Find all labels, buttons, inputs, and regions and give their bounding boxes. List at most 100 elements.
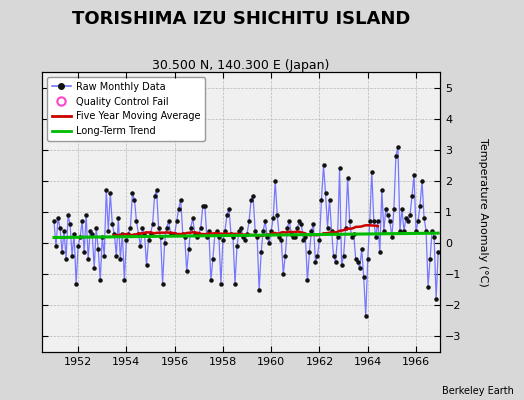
Point <box>247 196 255 203</box>
Point <box>237 224 245 231</box>
Point <box>225 206 233 212</box>
Point <box>209 256 217 262</box>
Point <box>381 206 390 212</box>
Point <box>150 193 159 200</box>
Point <box>343 174 352 181</box>
Point <box>168 230 177 237</box>
Point <box>330 252 338 259</box>
Point <box>364 256 372 262</box>
Point <box>275 234 283 240</box>
Point <box>422 228 430 234</box>
Point <box>213 228 221 234</box>
Point <box>92 224 101 231</box>
Point <box>134 230 143 237</box>
Point <box>74 243 82 250</box>
Point <box>229 234 237 240</box>
Point <box>136 243 145 250</box>
Point <box>426 256 434 262</box>
Point <box>50 218 58 224</box>
Legend: Raw Monthly Data, Quality Control Fail, Five Year Moving Average, Long-Term Tren: Raw Monthly Data, Quality Control Fail, … <box>47 77 205 141</box>
Point <box>333 234 342 240</box>
Point <box>350 230 358 237</box>
Point <box>82 212 90 218</box>
Point <box>408 193 416 200</box>
Point <box>120 277 128 284</box>
Point <box>128 190 137 196</box>
Point <box>70 230 78 237</box>
Point <box>357 246 366 252</box>
Text: TORISHIMA IZU SHICHITU ISLAND: TORISHIMA IZU SHICHITU ISLAND <box>72 10 410 28</box>
Point <box>148 221 157 228</box>
Point <box>369 218 378 224</box>
Point <box>68 252 77 259</box>
Point <box>170 230 179 237</box>
Point <box>110 230 118 237</box>
Point <box>267 228 276 234</box>
Point <box>400 228 408 234</box>
Point <box>143 262 151 268</box>
Point <box>54 215 62 222</box>
Point <box>189 215 197 222</box>
Point <box>194 230 203 237</box>
Point <box>396 228 404 234</box>
Point <box>289 234 298 240</box>
Point <box>205 228 213 234</box>
Point <box>416 202 424 209</box>
Point <box>140 230 149 237</box>
Point <box>263 234 271 240</box>
Point <box>227 230 235 237</box>
Point <box>418 178 426 184</box>
Point <box>239 234 247 240</box>
Point <box>430 234 438 240</box>
Point <box>241 237 249 243</box>
Point <box>66 221 74 228</box>
Point <box>384 212 392 218</box>
Point <box>56 224 64 231</box>
Point <box>265 240 274 246</box>
Point <box>223 212 231 218</box>
Point <box>269 215 277 222</box>
Point <box>184 246 193 252</box>
Point <box>165 218 173 224</box>
Point <box>293 224 301 231</box>
Point <box>124 230 133 237</box>
Point <box>187 224 195 231</box>
Point <box>295 218 303 224</box>
Point <box>179 230 187 237</box>
Point <box>206 277 215 284</box>
Point <box>311 258 320 265</box>
Point <box>76 234 84 240</box>
Point <box>273 212 281 218</box>
Point <box>78 218 86 224</box>
Point <box>340 252 348 259</box>
Point <box>52 243 60 250</box>
Point <box>376 249 384 256</box>
Point <box>100 252 108 259</box>
Point <box>62 256 70 262</box>
Point <box>335 165 344 172</box>
Point <box>309 221 318 228</box>
Point <box>146 230 155 237</box>
Y-axis label: Temperature Anomaly (°C): Temperature Anomaly (°C) <box>478 138 488 286</box>
Point <box>243 230 252 237</box>
Point <box>331 258 340 265</box>
Point <box>386 218 394 224</box>
Point <box>255 286 264 293</box>
Point <box>301 234 310 240</box>
Point <box>251 228 259 234</box>
Point <box>259 228 267 234</box>
Point <box>354 258 362 265</box>
Point <box>199 202 207 209</box>
Point <box>345 218 354 224</box>
Point <box>303 277 312 284</box>
Point <box>144 237 152 243</box>
Point <box>398 206 406 212</box>
Point <box>138 224 147 231</box>
Point <box>112 252 121 259</box>
Point <box>432 296 440 302</box>
Point <box>281 252 289 259</box>
Point <box>155 224 163 231</box>
Point <box>215 234 223 240</box>
Point <box>359 274 368 280</box>
Point <box>201 202 209 209</box>
